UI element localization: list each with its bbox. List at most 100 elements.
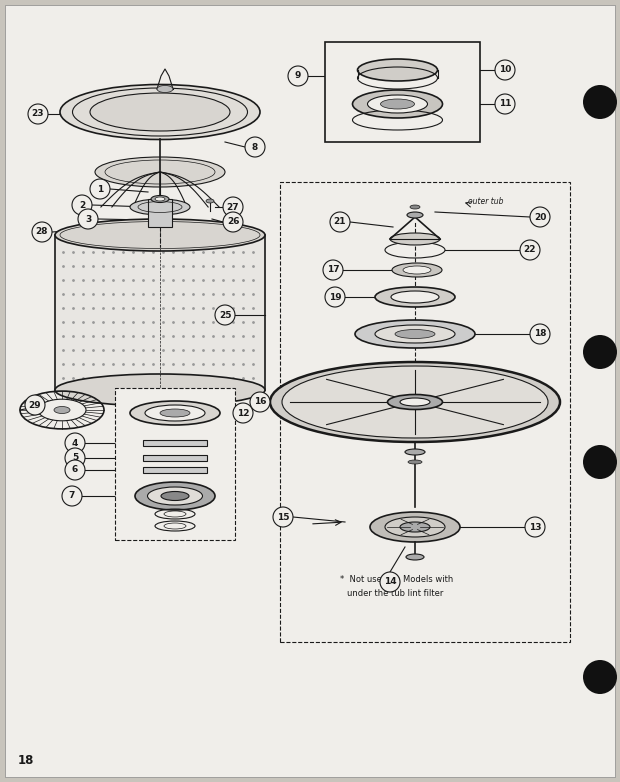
Text: 12: 12: [237, 408, 249, 418]
Circle shape: [65, 433, 85, 453]
Ellipse shape: [157, 85, 173, 92]
Circle shape: [323, 260, 343, 280]
Text: 20: 20: [534, 213, 546, 221]
Text: *  Not used on Models with: * Not used on Models with: [340, 576, 453, 584]
Text: 23: 23: [32, 109, 44, 119]
Text: 17: 17: [327, 266, 339, 274]
Circle shape: [495, 94, 515, 114]
Ellipse shape: [151, 196, 169, 203]
Ellipse shape: [390, 233, 440, 245]
Text: 4: 4: [72, 439, 78, 447]
Text: 3: 3: [85, 214, 91, 224]
Text: 9: 9: [295, 71, 301, 81]
Text: 27: 27: [227, 203, 239, 211]
Circle shape: [90, 179, 110, 199]
Ellipse shape: [405, 449, 425, 455]
Ellipse shape: [130, 199, 190, 215]
Text: 29: 29: [29, 400, 42, 410]
Circle shape: [583, 335, 617, 369]
Circle shape: [583, 445, 617, 479]
Ellipse shape: [391, 291, 439, 303]
Bar: [325, 42, 480, 142]
Circle shape: [62, 486, 82, 506]
Circle shape: [520, 240, 540, 260]
Ellipse shape: [403, 266, 431, 274]
Text: 28: 28: [36, 228, 48, 236]
Ellipse shape: [358, 59, 438, 81]
Circle shape: [223, 197, 243, 217]
Ellipse shape: [407, 212, 423, 218]
Ellipse shape: [55, 374, 265, 406]
Text: 10: 10: [499, 66, 511, 74]
Ellipse shape: [392, 263, 442, 277]
Ellipse shape: [135, 482, 215, 510]
Bar: [55, 235, 265, 390]
Ellipse shape: [54, 407, 70, 414]
Text: 18: 18: [534, 329, 546, 339]
Bar: [143, 440, 207, 446]
Circle shape: [65, 448, 85, 468]
Ellipse shape: [90, 93, 230, 131]
Ellipse shape: [353, 90, 443, 118]
Text: 19: 19: [329, 292, 342, 302]
Text: 22: 22: [524, 246, 536, 254]
Circle shape: [525, 517, 545, 537]
Ellipse shape: [370, 512, 460, 542]
Bar: [115, 388, 235, 540]
Circle shape: [32, 222, 52, 242]
Circle shape: [530, 207, 550, 227]
Text: 13: 13: [529, 522, 541, 532]
Circle shape: [325, 287, 345, 307]
Circle shape: [28, 104, 48, 124]
Ellipse shape: [60, 84, 260, 139]
Bar: [148, 199, 172, 227]
Circle shape: [273, 507, 293, 527]
Text: 8: 8: [252, 142, 258, 152]
Ellipse shape: [400, 522, 430, 532]
Ellipse shape: [368, 95, 428, 113]
Ellipse shape: [375, 287, 455, 307]
Ellipse shape: [206, 199, 214, 203]
Text: under the tub lint filter: under the tub lint filter: [347, 590, 443, 598]
Circle shape: [250, 392, 270, 412]
Circle shape: [583, 85, 617, 119]
Circle shape: [233, 403, 253, 423]
Ellipse shape: [155, 197, 165, 201]
Circle shape: [72, 195, 92, 215]
Text: 25: 25: [219, 310, 231, 320]
Text: 11: 11: [498, 99, 511, 109]
Ellipse shape: [282, 366, 548, 438]
Ellipse shape: [130, 401, 220, 425]
Circle shape: [380, 572, 400, 592]
Ellipse shape: [408, 460, 422, 464]
Text: 7: 7: [69, 492, 75, 500]
Ellipse shape: [410, 205, 420, 209]
Text: 6: 6: [72, 465, 78, 475]
Ellipse shape: [375, 325, 455, 343]
Text: 15: 15: [277, 512, 290, 522]
Ellipse shape: [400, 398, 430, 406]
Circle shape: [495, 60, 515, 80]
Bar: [143, 467, 207, 473]
Text: 5: 5: [72, 454, 78, 462]
Ellipse shape: [145, 405, 205, 421]
Bar: [143, 455, 207, 461]
Circle shape: [245, 137, 265, 157]
Ellipse shape: [406, 554, 424, 560]
Ellipse shape: [148, 487, 203, 505]
Ellipse shape: [160, 409, 190, 417]
Bar: [280, 182, 570, 642]
Circle shape: [25, 395, 45, 415]
Circle shape: [583, 660, 617, 694]
Ellipse shape: [381, 99, 415, 109]
Ellipse shape: [355, 320, 475, 348]
Text: 1: 1: [97, 185, 103, 193]
Text: 21: 21: [334, 217, 346, 227]
Circle shape: [215, 305, 235, 325]
Ellipse shape: [385, 517, 445, 537]
Ellipse shape: [161, 492, 189, 500]
Text: 14: 14: [384, 577, 396, 586]
Circle shape: [530, 324, 550, 344]
Ellipse shape: [270, 362, 560, 442]
Circle shape: [223, 212, 243, 232]
